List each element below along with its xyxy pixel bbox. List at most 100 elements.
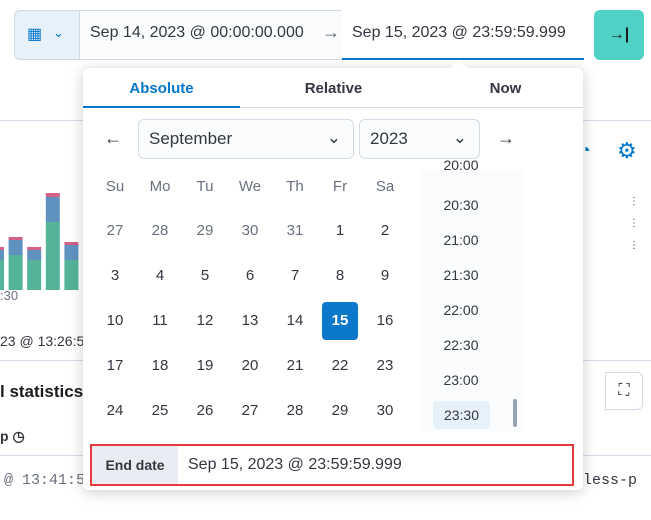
- calendar-day[interactable]: 29: [196, 222, 214, 239]
- histogram-bar: [8, 237, 23, 240]
- calendar-day[interactable]: 19: [196, 357, 214, 374]
- calendar-day[interactable]: 4: [155, 267, 165, 284]
- calendar-day[interactable]: 28: [151, 222, 169, 239]
- calendar-day[interactable]: 27: [241, 402, 259, 419]
- calendar-day[interactable]: 11: [152, 312, 168, 329]
- update-button[interactable]: →|: [594, 10, 644, 60]
- calendar-day[interactable]: 29: [331, 402, 349, 419]
- drag-handle-icon[interactable]: ⋮ ⋮ ⋮: [629, 196, 639, 251]
- time-option[interactable]: 20:00: [443, 158, 479, 173]
- calendar-day[interactable]: 20: [241, 357, 259, 374]
- time-scrollbar[interactable]: [513, 399, 517, 427]
- end-date-label: End date: [92, 446, 178, 484]
- calendar-day[interactable]: 30: [376, 402, 394, 419]
- year-select[interactable]: 2023 ⌄: [359, 119, 480, 159]
- histogram-bar: [27, 260, 42, 290]
- calendar-day[interactable]: 28: [286, 402, 304, 419]
- tab-now[interactable]: Now: [489, 80, 522, 97]
- chevron-down-icon: ⌄: [452, 128, 467, 147]
- calendar-day[interactable]: 27: [106, 222, 124, 239]
- histogram-bar: [0, 260, 4, 290]
- calendar-day[interactable]: 26: [196, 402, 214, 419]
- time-option[interactable]: 21:30: [443, 267, 479, 283]
- weekday-header: We: [238, 178, 262, 195]
- calendar-day[interactable]: 13: [241, 312, 259, 329]
- histogram-bar: [8, 240, 23, 255]
- axis-tick: :30: [0, 288, 19, 303]
- row-time: @ 13:41:5: [4, 472, 86, 489]
- weekday-header: Su: [105, 178, 125, 195]
- histogram-bar: [64, 245, 79, 260]
- weekday-header: Sa: [375, 178, 395, 195]
- time-option[interactable]: 21:00: [443, 232, 479, 248]
- active-tab-underline: [83, 106, 240, 108]
- calendar-day[interactable]: 18: [151, 357, 169, 374]
- time-list[interactable]: [419, 170, 523, 432]
- calendar-day[interactable]: 30: [241, 222, 259, 239]
- calendar-day[interactable]: 10: [106, 312, 124, 329]
- end-date-field[interactable]: End date Sep 15, 2023 @ 23:59:59.999: [90, 444, 574, 486]
- month-value: September: [149, 129, 233, 148]
- end-date-input[interactable]: Sep 15, 2023 @ 23:59:59.999: [188, 456, 402, 473]
- previous-month-button[interactable]: ←: [104, 128, 122, 148]
- calendar-day[interactable]: 8: [335, 267, 345, 284]
- calendar-day[interactable]: 9: [380, 267, 390, 284]
- end-date-button-bg[interactable]: [342, 10, 584, 60]
- calendar-day[interactable]: 5: [200, 267, 210, 284]
- row-right: less-p: [583, 472, 638, 489]
- histogram-bar: [27, 250, 42, 260]
- year-value: 2023: [370, 129, 408, 148]
- chevron-down-icon: ⌄: [53, 25, 64, 40]
- next-month-button[interactable]: →: [497, 128, 515, 148]
- calendar-day[interactable]: 1: [335, 222, 345, 239]
- time-option[interactable]: 23:00: [443, 372, 479, 388]
- gear-icon[interactable]: ⚙: [617, 138, 637, 163]
- tab-relative[interactable]: Relative: [304, 80, 363, 97]
- calendar-day[interactable]: 7: [290, 267, 300, 284]
- time-option[interactable]: 20:30: [443, 197, 479, 213]
- calendar-day[interactable]: 23: [376, 357, 394, 374]
- timestamp: 23 @ 13:26:5: [0, 333, 85, 349]
- calendar-day[interactable]: 22: [331, 357, 349, 374]
- histogram-bar: [8, 255, 23, 290]
- weekday-header: Th: [286, 178, 304, 195]
- calendar-day[interactable]: 24: [106, 402, 124, 419]
- quick-menu-button[interactable]: ▦ ⌄: [14, 10, 80, 60]
- time-option[interactable]: 22:30: [443, 337, 479, 353]
- histogram-bar: [27, 247, 42, 250]
- calendar-day[interactable]: 15: [322, 302, 358, 340]
- histogram: [0, 193, 79, 290]
- arrow-right-icon: →: [322, 22, 340, 42]
- calendar-day[interactable]: 14: [286, 312, 304, 329]
- fullscreen-button[interactable]: ⛶: [605, 372, 643, 410]
- calendar-day[interactable]: 17: [106, 357, 124, 374]
- chevron-down-icon: ⌄: [326, 128, 341, 147]
- calendar-day[interactable]: 6: [245, 267, 255, 284]
- calendar-day[interactable]: 3: [110, 267, 120, 284]
- apply-icon: →|: [608, 26, 630, 43]
- column-header[interactable]: p ◷: [0, 428, 25, 445]
- histogram-bar: [45, 222, 60, 290]
- time-option[interactable]: 23:30: [433, 401, 490, 429]
- histogram-bar: [45, 193, 60, 197]
- calendar-day[interactable]: 31: [286, 222, 304, 239]
- weekday-header: Tu: [196, 178, 214, 195]
- calendar-day[interactable]: 12: [196, 312, 214, 329]
- calendar-icon: ▦: [27, 26, 43, 43]
- calendar-day[interactable]: 25: [151, 402, 169, 419]
- histogram-bar: [0, 250, 4, 260]
- month-select[interactable]: September ⌄: [138, 119, 354, 159]
- calendar-day[interactable]: 2: [380, 222, 390, 239]
- weekday-header: Fr: [332, 178, 348, 195]
- time-option[interactable]: 22:00: [443, 302, 479, 318]
- end-date-button[interactable]: Sep 15, 2023 @ 23:59:59.999: [352, 24, 566, 41]
- histogram-bar: [64, 242, 79, 245]
- stats-heading: l statistics: [0, 382, 84, 401]
- insights-icon[interactable]: ◔: [580, 140, 591, 160]
- tab-absolute[interactable]: Absolute: [129, 80, 194, 97]
- calendar-day[interactable]: 16: [376, 312, 394, 329]
- column-label: p: [0, 428, 9, 444]
- clock-icon: ◷: [12, 428, 25, 444]
- start-date-button[interactable]: Sep 14, 2023 @ 00:00:00.000: [90, 24, 304, 41]
- calendar-day[interactable]: 21: [286, 357, 304, 374]
